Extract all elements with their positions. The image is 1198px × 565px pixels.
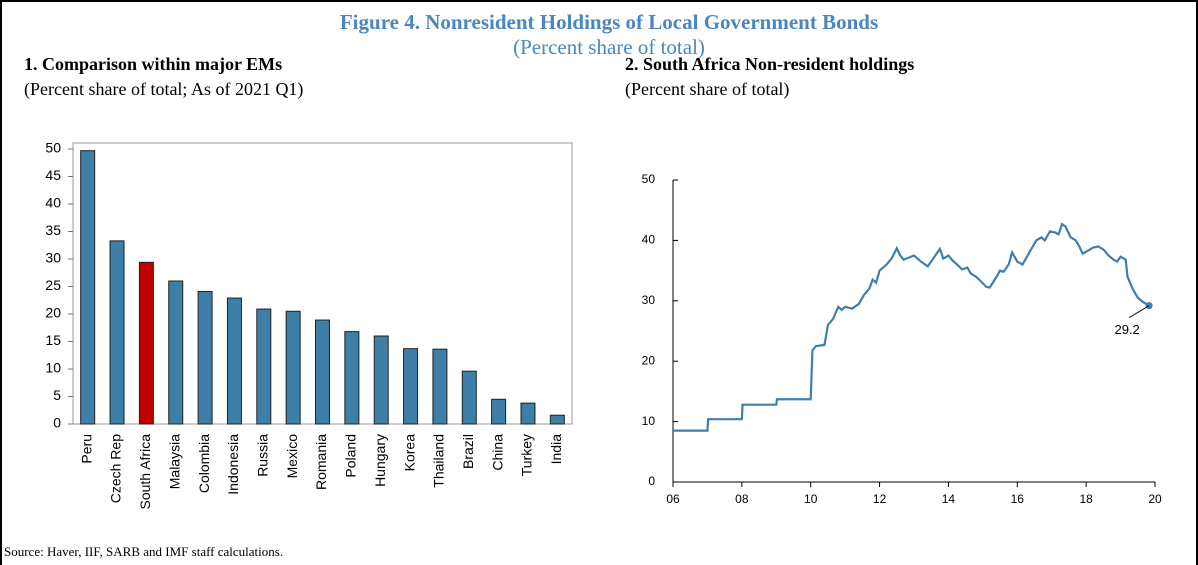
chart-subtitle: (Percent share of total) <box>625 79 789 100</box>
y-tick-label: 25 <box>45 277 61 293</box>
x-tick-label: Malaysia <box>166 434 182 489</box>
bar <box>344 331 360 425</box>
bar <box>226 297 242 425</box>
bar <box>168 280 184 425</box>
y-tick-label: 10 <box>642 414 656 428</box>
y-tick-label: 40 <box>45 195 61 211</box>
x-tick-label: India <box>548 434 564 465</box>
x-tick-label: Romania <box>313 434 329 490</box>
bar <box>80 150 96 425</box>
bar <box>403 348 419 425</box>
bar <box>197 290 213 425</box>
x-tick-label: Indonesia <box>225 434 241 495</box>
x-tick-label: Poland <box>343 434 359 478</box>
x-tick-label: Mexico <box>284 434 300 479</box>
y-tick-label: 30 <box>642 293 656 307</box>
x-tick-label: 16 <box>1011 492 1025 506</box>
y-tick-label: 0 <box>53 415 61 431</box>
chart-subtitle: (Percent share of total; As of 2021 Q1) <box>24 79 303 100</box>
x-tick-label: Turkey <box>519 434 535 476</box>
bar <box>373 335 389 425</box>
x-tick-label: Czech Rep <box>108 434 124 503</box>
x-tick-label: 08 <box>735 492 749 506</box>
y-tick-label: 50 <box>45 140 61 156</box>
bar <box>138 261 154 425</box>
y-tick-label: 0 <box>648 474 655 488</box>
source-note: Source: Haver, IIF, SARB and IMF staff c… <box>4 544 283 559</box>
figure-subtitle: (Percent share of total) <box>513 35 705 59</box>
x-tick-label: Colombia <box>196 434 212 493</box>
y-tick-label: 20 <box>642 353 656 367</box>
x-tick-label: China <box>489 434 505 471</box>
x-tick-label: Thailand <box>431 434 447 488</box>
figure-title: Figure 4. Nonresident Holdings of Local … <box>340 10 878 34</box>
x-tick-label: Hungary <box>372 434 388 487</box>
end-label: 29.2 <box>1114 322 1139 337</box>
chart-title: 2. South Africa Non-resident holdings <box>625 54 914 74</box>
y-tick-label: 15 <box>45 332 61 348</box>
bar <box>109 240 125 425</box>
bar <box>549 414 565 425</box>
y-tick-label: 5 <box>53 387 61 403</box>
bar <box>520 402 536 425</box>
bar <box>256 308 272 425</box>
y-tick-label: 30 <box>45 250 61 266</box>
y-tick-label: 20 <box>45 305 61 321</box>
x-tick-label: 06 <box>666 492 680 506</box>
line <box>673 222 1150 432</box>
x-tick-label: Korea <box>401 434 417 472</box>
x-tick-label: 14 <box>942 492 956 506</box>
bar <box>285 310 301 425</box>
x-tick-label: 10 <box>804 492 818 506</box>
y-tick-label: 35 <box>45 222 61 238</box>
bar <box>491 398 507 425</box>
bar <box>432 348 448 425</box>
chart-title: 1. Comparison within major EMs <box>24 54 282 74</box>
bar <box>315 319 330 425</box>
y-tick-label: 10 <box>45 360 61 376</box>
bar <box>461 370 477 425</box>
x-tick-label: Brazil <box>460 434 476 469</box>
x-tick-label: Peru <box>78 434 94 464</box>
x-tick-label: 12 <box>873 492 887 506</box>
y-tick-label: 40 <box>642 233 656 247</box>
y-tick-label: 45 <box>45 167 61 183</box>
x-tick-label: 18 <box>1079 492 1093 506</box>
x-tick-label: Russia <box>254 434 270 477</box>
x-tick-label: South Africa <box>137 434 153 510</box>
annotation-leader <box>1128 305 1150 319</box>
y-tick-label: 50 <box>642 172 656 186</box>
x-tick-label: 20 <box>1148 492 1162 506</box>
